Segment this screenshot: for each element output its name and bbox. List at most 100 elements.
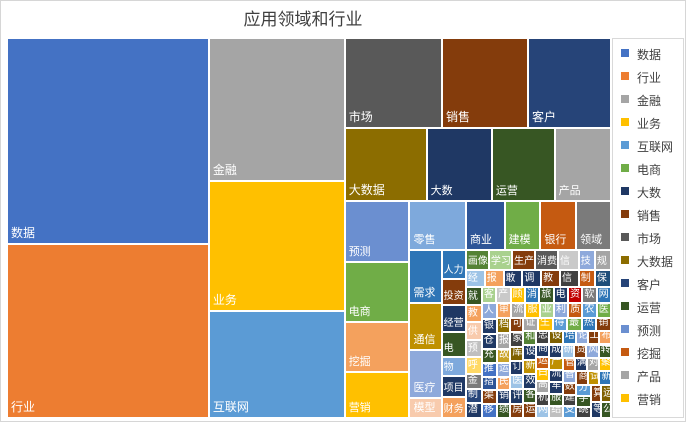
treemap-cell-label: 满	[576, 357, 587, 369]
treemap-cell: 销	[596, 317, 611, 331]
treemap-cell-label: 民	[498, 376, 509, 388]
treemap-cell: 农	[582, 303, 597, 318]
legend-item: 电商	[621, 160, 683, 177]
treemap-cell-label: 营销	[348, 400, 371, 414]
treemap-cell-label: 银行	[544, 232, 567, 246]
treemap-cell-label: 技	[580, 255, 591, 267]
legend-swatch	[621, 49, 629, 57]
treemap-cell-label: 充	[483, 349, 494, 360]
treemap-cell: 服	[549, 393, 563, 406]
treemap-cell: 产品	[554, 128, 611, 201]
treemap-cell-label: 和	[525, 331, 536, 343]
treemap-cell-label: 推	[483, 362, 494, 374]
treemap-cell-label: 新	[525, 360, 536, 372]
treemap-cell-label: 试	[589, 371, 600, 383]
treemap-cell: 保	[594, 269, 611, 288]
treemap-cell-label: 布	[601, 330, 611, 342]
treemap-cell-label: 金	[467, 374, 478, 386]
treemap-cell-label: 网	[598, 289, 609, 301]
treemap-cell: 研	[561, 344, 574, 358]
treemap-cell-label: 商业	[469, 232, 492, 246]
treemap-cell-label: 大数据	[348, 182, 385, 197]
legend-label: 大数	[637, 186, 662, 200]
treemap-cell-label: 质	[570, 303, 581, 315]
legend-label: 业务	[637, 117, 662, 131]
treemap-cell: 销售	[441, 38, 529, 129]
legend-label: 产品	[637, 370, 662, 384]
treemap-cell: 建	[562, 394, 577, 407]
treemap-cell: 可	[510, 317, 524, 333]
treemap-cell-label: 客户	[532, 110, 557, 125]
treemap-cell-label: 教	[467, 308, 478, 320]
legend-label: 行业	[637, 71, 662, 85]
legend-swatch	[621, 210, 629, 218]
treemap-cell: 聚	[598, 357, 611, 372]
treemap-cell: 工	[587, 330, 600, 345]
treemap-cell-label: 产	[551, 357, 562, 367]
treemap-cell-label: 零售	[413, 232, 436, 246]
treemap-cell-label: 仓	[483, 335, 494, 347]
legend-swatch	[621, 187, 629, 195]
legend-item: 运营	[621, 298, 683, 315]
legend-label: 客户	[637, 278, 662, 292]
treemap-cell: 大数	[426, 128, 492, 201]
treemap-cell-label: 设	[551, 330, 562, 342]
treemap-cell-label: 智	[564, 371, 575, 380]
treemap-cell-label: 忠	[538, 330, 549, 342]
treemap-cell: 业务	[208, 181, 345, 311]
treemap-cell-label: 预	[467, 342, 478, 354]
treemap-cell-label: 贷	[575, 344, 586, 355]
treemap-cell-label: 军	[551, 381, 562, 391]
treemap-cell-label: 运	[525, 403, 536, 415]
treemap-cell-label: 故	[498, 348, 509, 360]
treemap-cell: 算	[591, 385, 602, 402]
legend-item: 销售	[621, 206, 683, 223]
treemap-cell: 成	[549, 344, 562, 358]
treemap-cell: 指	[481, 376, 497, 391]
treemap-cell-label: 新	[601, 371, 611, 383]
treemap-cell-label: 转	[600, 344, 611, 355]
treemap-cell-label: 医疗	[413, 380, 436, 394]
treemap-cell: 智	[562, 371, 577, 383]
treemap-cell: 跳	[576, 407, 592, 418]
treemap-cell: 客户	[528, 38, 611, 129]
treemap-cell-label: 运	[603, 388, 610, 399]
treemap-cell-label: 算	[593, 388, 600, 399]
treemap-cell: 家	[510, 332, 524, 347]
treemap-cell-label: 消	[526, 289, 537, 301]
treemap-cell: 消	[524, 287, 540, 304]
legend-swatch	[621, 164, 629, 172]
treemap-cell: 分	[576, 385, 592, 397]
treemap-cell-label: 金融	[212, 163, 237, 178]
treemap-cell: 论	[576, 330, 588, 345]
treemap-cell-label: 运营	[495, 183, 518, 197]
treemap-cell: 顾	[510, 287, 525, 304]
treemap-cell-label: 项目	[443, 382, 464, 394]
legend-swatch	[621, 95, 629, 103]
treemap-cell-label: 市场	[348, 110, 373, 125]
treemap-cell: 就	[465, 287, 482, 305]
treemap-cell-label: 利	[555, 303, 566, 315]
treemap-cell: 评	[510, 389, 524, 404]
treemap-cell: 教	[541, 269, 560, 288]
treemap-cell-label: 银	[483, 319, 494, 331]
treemap-cell: 经	[465, 269, 485, 288]
treemap-cell-label: 销	[598, 317, 609, 328]
treemap-cell: 人	[481, 303, 497, 319]
treemap-cell: 服	[525, 303, 540, 318]
treemap-cell: 结	[549, 405, 563, 418]
treemap-cell: 流	[549, 369, 563, 382]
treemap-cell: 业	[539, 303, 554, 318]
treemap-cell-label: 效	[525, 374, 536, 386]
treemap-cell-label: 医	[512, 375, 523, 387]
legend-item: 大数	[621, 183, 683, 200]
legend-swatch	[621, 118, 629, 126]
treemap-cell-label: 研	[563, 344, 574, 355]
treemap-cell-label: 顾	[512, 289, 523, 301]
treemap-cell: 机	[536, 393, 550, 406]
treemap-cell-label: 白	[538, 369, 549, 379]
legend-item: 大数据	[621, 252, 683, 269]
treemap-cell: 潜	[465, 403, 482, 418]
treemap-cell: 数据	[7, 38, 209, 245]
treemap-cell-label: 工	[589, 330, 600, 342]
